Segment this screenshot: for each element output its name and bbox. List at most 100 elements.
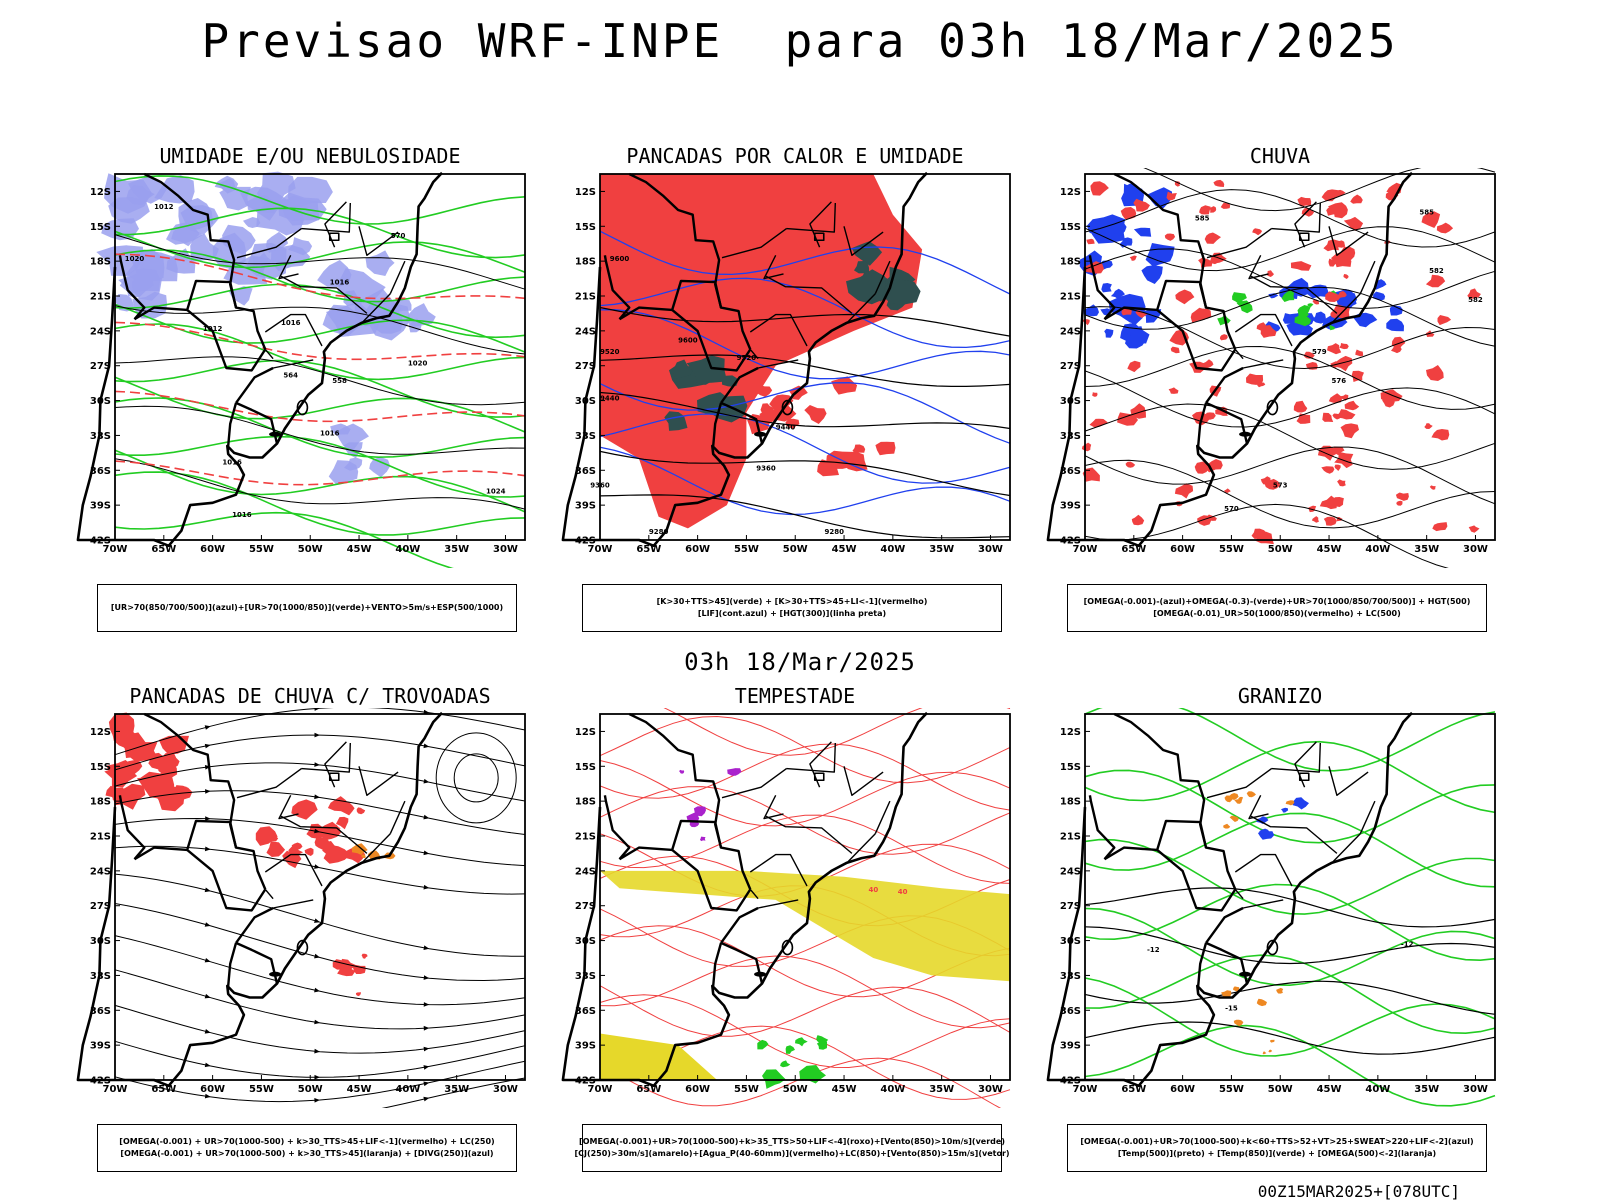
- streamline: [114, 1004, 526, 1054]
- country-border: [712, 402, 723, 447]
- country-border: [1197, 402, 1208, 447]
- state-border: [1271, 742, 1321, 773]
- isobar-line: [114, 305, 526, 355]
- state-border: [1242, 899, 1284, 909]
- hgt300-contour: [599, 391, 1011, 430]
- temp850-contour: [1084, 907, 1496, 987]
- lat-label: 15S: [1060, 762, 1081, 773]
- rain-red-area: [1081, 442, 1092, 452]
- thickness-line: [114, 390, 526, 423]
- lon-label: 70W: [103, 544, 128, 555]
- legend-line: [OMEGA(-0.001) + UR>70(1000-500) + k>30_…: [119, 1137, 495, 1146]
- rain-red-area: [1321, 466, 1335, 474]
- lat-label: 36S: [575, 1006, 596, 1017]
- country-border: [670, 819, 752, 912]
- lat-label: 39S: [90, 501, 111, 512]
- humidity-blue-area: [154, 175, 195, 204]
- isobar-line: [114, 458, 526, 510]
- rain-red-area: [1432, 522, 1448, 532]
- lon-label: 30W: [978, 544, 1003, 555]
- lon-label: 30W: [978, 1084, 1003, 1095]
- humidity-blue-area: [328, 460, 359, 485]
- state-border: [721, 768, 787, 799]
- lat-label: 36S: [1060, 466, 1081, 477]
- state-border: [1234, 348, 1244, 360]
- lagoa-dos-patos: [296, 399, 309, 416]
- legend-line: [CJ(250)>30m/s](amarelo)+[Agua_P(40-60mm…: [574, 1149, 1010, 1158]
- map-chuva: 585 582 579 576 573 570 585 582 12S 15S 18S 21S 24S 2…: [1046, 168, 1496, 568]
- storm-red-area: [255, 826, 278, 846]
- lat-label: 39S: [90, 1041, 111, 1052]
- rain-red-area: [1421, 211, 1441, 228]
- hail-blue-area: [1292, 797, 1309, 810]
- country-border: [235, 941, 279, 984]
- contour-label: 564: [283, 371, 298, 379]
- lat-label: 27S: [575, 901, 596, 912]
- rain-red-area: [1344, 400, 1360, 411]
- state-border: [272, 899, 314, 909]
- lif-contour: [599, 382, 1011, 444]
- rain-red-area: [1166, 191, 1177, 201]
- lon-label: 35W: [929, 544, 954, 555]
- instability-red-area: [804, 405, 827, 424]
- map-frame: [1084, 173, 1496, 541]
- storm-purple-area: [700, 836, 706, 842]
- omega-orange-area: [1221, 990, 1232, 998]
- lon-label: 30W: [1463, 1084, 1488, 1095]
- lat-label: 27S: [575, 361, 596, 372]
- lat-label: 33S: [90, 971, 111, 982]
- hgt500-contour: [1084, 370, 1496, 428]
- state-border: [749, 313, 808, 347]
- contour-label: 576: [1331, 377, 1346, 385]
- streamline-arrow: [423, 975, 430, 980]
- storm-red-area: [157, 760, 178, 779]
- lon-label: 50W: [783, 1084, 808, 1095]
- lon-label: 70W: [588, 544, 613, 555]
- lat-label: 18S: [575, 797, 596, 808]
- lat-label: 24S: [575, 326, 596, 337]
- streamline-arrow: [423, 884, 430, 890]
- streamline-arrow: [423, 1025, 430, 1031]
- country-border: [1205, 401, 1249, 444]
- temp500-contour: [1084, 926, 1496, 965]
- state-border: [389, 260, 406, 294]
- lon-label: 55W: [249, 1084, 274, 1095]
- contour-label: -12: [1147, 946, 1160, 954]
- temp850-contour: [1084, 769, 1496, 844]
- jet-yellow-area: [600, 1033, 718, 1080]
- rain-red-area: [1246, 373, 1264, 385]
- rain-red-area: [1325, 291, 1341, 302]
- rain-red-area: [1304, 351, 1315, 359]
- lat-label: 30S: [575, 396, 596, 407]
- streamline-arrow: [314, 953, 320, 959]
- country-border: [143, 172, 238, 308]
- contour-label: 585: [1195, 214, 1210, 222]
- lat-label: 42S: [575, 1076, 596, 1087]
- map-umidade: 1012 1016 1020 1016 1012 570 564 558 1016 1020 102…: [76, 171, 526, 568]
- rain-red-area: [1311, 516, 1319, 523]
- omega-blue-area: [1268, 293, 1279, 299]
- lat-label: 21S: [575, 292, 596, 303]
- rain-red-area: [1131, 514, 1145, 526]
- rain-red-area: [1425, 274, 1446, 288]
- contour-label: 1016: [330, 278, 350, 286]
- lat-label: 30S: [1060, 396, 1081, 407]
- rain-red-area: [1335, 240, 1346, 248]
- panel-granizo: GRANIZO -12 -12 -15 12S 15S 18S 21S 24S 27S 30S 33…: [1045, 684, 1515, 1174]
- hgt500-contour: [1084, 306, 1496, 370]
- contour-label: -15: [1225, 1004, 1238, 1012]
- federal-district: [1298, 232, 1310, 242]
- storm-purple-area: [679, 769, 685, 774]
- coastline: [561, 171, 928, 548]
- state-border: [874, 800, 891, 834]
- omega-orange-area: [1238, 796, 1243, 800]
- lat-label: 39S: [575, 501, 596, 512]
- lon-label: 70W: [1073, 1084, 1098, 1095]
- country-border: [1088, 795, 1116, 860]
- rain-red-area: [1396, 500, 1403, 506]
- rain-red-area: [1089, 418, 1108, 428]
- lat-label: 12S: [90, 187, 111, 198]
- omega-green-area: [1232, 292, 1247, 305]
- rain-red-area: [1209, 206, 1217, 213]
- humidity-blue-area: [126, 185, 155, 205]
